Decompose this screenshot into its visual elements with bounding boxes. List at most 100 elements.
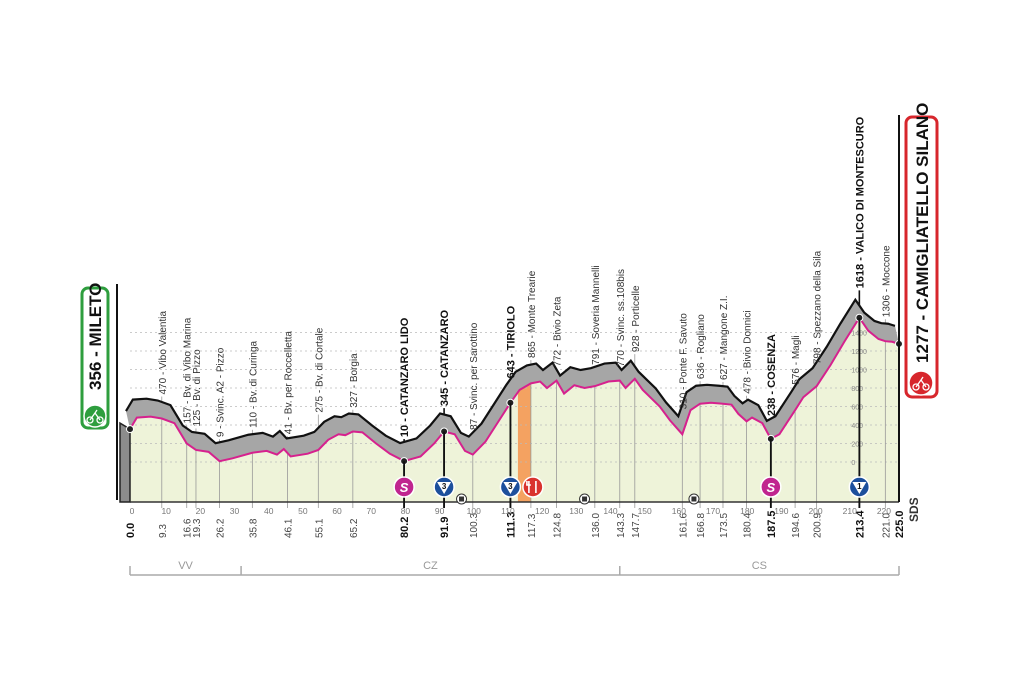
altitude-scale-label: 600 xyxy=(851,405,863,412)
altitude-scale-label: 200 xyxy=(851,442,863,449)
waypoint-km: 117.3 xyxy=(527,513,538,538)
waypoint-km: 147.7 xyxy=(631,513,642,538)
kom-category: 3 xyxy=(442,482,447,491)
waypoint-km: 91.9 xyxy=(439,517,451,538)
kom-triangle-icon xyxy=(437,482,452,494)
x-tick-label: 210 xyxy=(843,506,857,516)
sprint-icon xyxy=(393,476,415,498)
kom-category: 3 xyxy=(508,482,513,491)
waypoint-km: 9.3 xyxy=(158,524,169,538)
waypoint-km: 143.3 xyxy=(616,513,627,538)
waypoint-label: 865 - Monte Trearie xyxy=(527,270,538,358)
altitude-scale-label: 800 xyxy=(851,386,863,393)
start-side-shade xyxy=(119,421,131,503)
waypoint-label: 636 - Rogliano xyxy=(696,314,707,379)
waypoint-label: 41 - Bv. per Roccelletta xyxy=(284,331,295,435)
waypoint-km: 173.5 xyxy=(719,513,730,538)
waypoint-label: 275 - Bv. di Cortale xyxy=(314,327,325,412)
x-tick-label: 110 xyxy=(501,506,515,516)
sprint-icon xyxy=(760,476,782,498)
waypoint-label: 770 - Svinc. ss.108bis xyxy=(616,269,627,367)
waypoint-label: 9 - Svinc. A2 - Pizzo xyxy=(216,347,227,437)
x-tick-label: 20 xyxy=(196,506,206,516)
waypoint-km: 100.3 xyxy=(469,513,480,538)
waypoint-label: 772 - Bivio Zeta xyxy=(553,296,564,366)
tunnel-icon-glyph xyxy=(459,496,465,502)
kom-triangle-icon xyxy=(852,482,867,494)
sprint-icon-label: S xyxy=(766,480,775,495)
x-tick-label: 60 xyxy=(332,506,342,516)
waypoint-label: 1306 - Moccone xyxy=(881,245,892,317)
waypoint-km: 0.0 xyxy=(125,523,137,538)
waypoint-label: 310 - Ponte F. Savuto xyxy=(678,313,689,410)
waypoint-km: 200.9 xyxy=(813,513,824,538)
waypoint-km: 225.0 xyxy=(894,510,906,538)
waypoint-km: 136.0 xyxy=(591,513,602,538)
x-tick-label: 190 xyxy=(774,506,788,516)
waypoint-label: 928 - Porticelle xyxy=(631,285,642,352)
waypoint-label: 791 - Soveria Mannelli xyxy=(591,265,602,365)
finish-badge: 1277 - CAMIGLIATELLO SILANO xyxy=(904,103,939,399)
waypoint-km: 213.4 xyxy=(854,510,866,538)
waypoint-km: 161.6 xyxy=(678,513,689,538)
region-label: VV xyxy=(178,560,193,572)
altitude-scale-label: 0 xyxy=(851,460,855,467)
region-label: CS xyxy=(752,560,767,572)
feed-icon xyxy=(522,476,544,498)
waypoint-label: 238 - COSENZA xyxy=(766,334,778,416)
waypoint-label: 125 - Bv. di Pizzo xyxy=(192,349,203,427)
waypoint-label: 798 - Spezzano della Sila xyxy=(813,250,824,364)
waypoint-label: 478 - Bivio Donnici xyxy=(743,310,754,393)
waypoint-label: 470 - Vibo Valentia xyxy=(158,311,169,395)
region-label: CZ xyxy=(423,560,438,572)
waypoint-km: 187.5 xyxy=(766,510,778,538)
finish-label: 1277 - CAMIGLIATELLO SILANO xyxy=(913,103,932,363)
bike-icon xyxy=(83,404,107,428)
start-label: 356 - MILETO xyxy=(86,283,105,390)
altitude-scale-label: 400 xyxy=(851,423,863,430)
waypoint-km: 111.3 xyxy=(505,512,517,538)
waypoint-km: 180.4 xyxy=(743,513,754,538)
waypoint-km: 65.2 xyxy=(349,518,360,538)
profile-shade xyxy=(126,299,899,462)
waypoint-km: 194.6 xyxy=(791,513,802,538)
x-tick-label: 90 xyxy=(435,506,445,516)
x-tick-label: 100 xyxy=(467,506,481,516)
waypoint-label: 627 - Mangone Z.I. xyxy=(719,296,730,381)
x-tick-label: 10 xyxy=(161,506,171,516)
waypoint-label: 345 - CATANZARO xyxy=(439,309,451,406)
x-tick-label: 150 xyxy=(638,506,652,516)
waypoint-km: 166.8 xyxy=(696,513,707,538)
waypoint-label: 110 - Bv. di Curinga xyxy=(248,340,259,427)
waypoint-km: 124.8 xyxy=(553,513,564,538)
waypoint-km: 26.2 xyxy=(216,518,227,538)
kom-triangle-icon xyxy=(503,482,518,494)
waypoint-label: 1618 - VALICO DI MONTESCURO xyxy=(854,116,866,288)
x-tick-label: 120 xyxy=(535,506,549,516)
x-tick-label: 180 xyxy=(740,506,754,516)
x-tick-label: 30 xyxy=(230,506,240,516)
waypoint-label: 643 - TIRIOLO xyxy=(505,305,517,378)
feed-zone xyxy=(517,385,531,502)
start-badge: 356 - MILETO xyxy=(80,283,110,430)
waypoint-km: 55.1 xyxy=(314,518,325,538)
level-crossing-icon-glyph xyxy=(582,496,588,502)
sds-logo: SDS xyxy=(907,497,921,522)
x-tick-label: 70 xyxy=(367,506,377,516)
x-tick-label: 130 xyxy=(569,506,583,516)
waypoint-km: 46.1 xyxy=(284,518,295,538)
waypoint-km: 221.0 xyxy=(881,513,892,538)
waypoint-km: 35.8 xyxy=(248,518,259,538)
sprint-icon-label: S xyxy=(400,480,409,495)
x-tick-label: 170 xyxy=(706,506,720,516)
x-tick-label: 40 xyxy=(264,506,274,516)
x-tick-label: 50 xyxy=(298,506,308,516)
x-tick-label: 160 xyxy=(672,506,686,516)
level-crossing-icon-glyph xyxy=(691,496,697,502)
profile-top-edge xyxy=(125,297,896,445)
cutlery-icon xyxy=(526,481,537,493)
kom-category: 1 xyxy=(857,482,862,491)
x-tick-label: 200 xyxy=(808,506,822,516)
waypoint-dot xyxy=(126,425,134,434)
